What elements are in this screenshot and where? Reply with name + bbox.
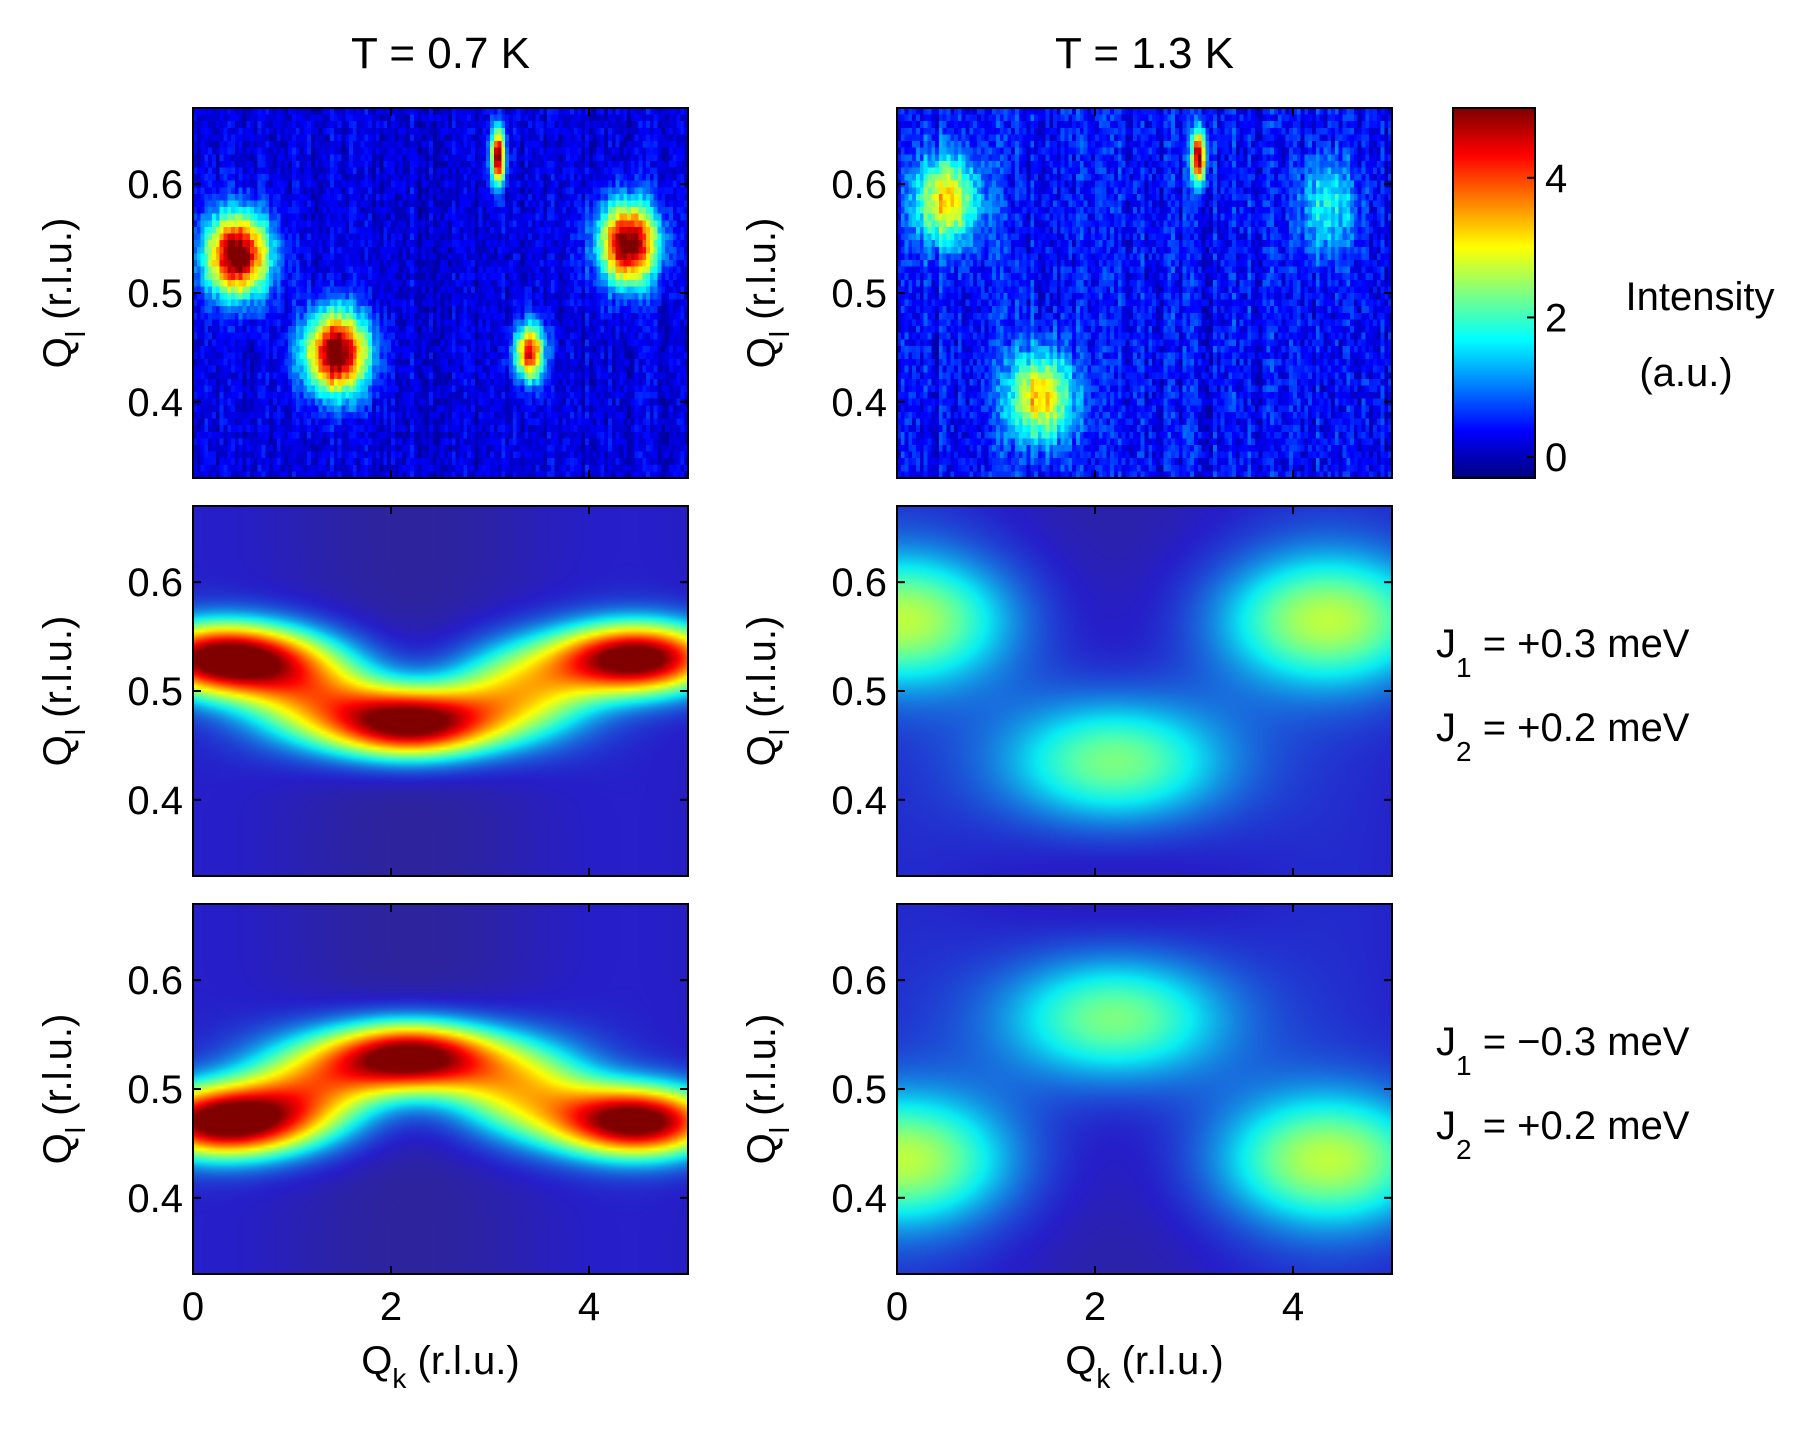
x-tick-label: 2	[380, 1285, 402, 1329]
heatmap-image	[193, 506, 688, 876]
y-tick-label: 0.5	[831, 272, 887, 316]
y-axis-label: Ql (r.l.u.)	[740, 218, 795, 369]
y-tick-label: 0.4	[127, 1177, 183, 1221]
svg-text:Ql (r.l.u.): Ql (r.l.u.)	[740, 1014, 795, 1165]
heatmap-image	[897, 506, 1392, 876]
y-tick-label: 0.4	[127, 779, 183, 823]
y-tick-label: 0.5	[127, 670, 183, 714]
colorbar-label-line1: Intensity	[1626, 275, 1775, 319]
panels: 0.4 0.5 0.6 Ql (r.l.u.) 0.4 0.5 0.6 Ql (r.l.u.)…	[36, 107, 1393, 1394]
colorbar-tick-label: 0	[1545, 436, 1567, 480]
y-tick-label: 0.6	[831, 959, 887, 1003]
y-axis-label-main: Q	[740, 1133, 784, 1164]
y-axis-label-unit: (r.l.u.)	[740, 218, 784, 331]
svg-text:Ql (r.l.u.): Ql (r.l.u.)	[36, 218, 91, 369]
x-tick-label: 2	[1084, 1285, 1106, 1329]
colorbar-frame	[1452, 107, 1536, 479]
heatmap-panel-r1-c1: 0.4 0.5 0.6 Ql (r.l.u.)	[740, 505, 1393, 877]
y-axis-label-main: Q	[740, 337, 784, 368]
y-axis-label-unit: (r.l.u.)	[36, 1014, 80, 1127]
heatmap-panel-r2-c1: 0.4 0.5 0.6 0 2 4 Ql (r.l.u.) Qk (r.l.u.)	[740, 903, 1393, 1394]
parameter-set-row-1: J1 = +0.3 meV J2 = +0.2 meV	[1436, 622, 1690, 767]
j2-label: J2 = +0.2 meV	[1436, 1104, 1690, 1165]
column-title-0: T = 0.7 K	[351, 29, 530, 78]
heatmap-image	[897, 904, 1392, 1274]
heatmap-image	[897, 108, 1392, 478]
y-tick-label: 0.6	[127, 959, 183, 1003]
y-axis-label-main: Q	[36, 1133, 80, 1164]
y-axis-label-main: Q	[36, 735, 80, 766]
y-tick-label: 0.6	[831, 561, 887, 605]
heatmap-image	[193, 108, 688, 478]
y-axis-label: Ql (r.l.u.)	[740, 1014, 795, 1165]
colorbar-gradient	[1453, 108, 1535, 478]
svg-text:Ql (r.l.u.): Ql (r.l.u.)	[740, 218, 795, 369]
y-axis-label-sub: l	[764, 331, 795, 337]
j1-label: J1 = +0.3 meV	[1436, 622, 1690, 683]
heatmap-image	[193, 904, 688, 1274]
y-tick-label: 0.5	[127, 1068, 183, 1112]
x-tick-label: 4	[578, 1285, 600, 1329]
y-axis-label-sub: l	[60, 331, 91, 337]
x-tick-label: 4	[1282, 1285, 1304, 1329]
y-axis-label-main: Q	[740, 735, 784, 766]
y-tick-label: 0.6	[831, 163, 887, 207]
x-axis-label: Qk (r.l.u.)	[1065, 1339, 1223, 1394]
j2-label: J2 = +0.2 meV	[1436, 706, 1690, 767]
y-axis-label: Ql (r.l.u.)	[36, 218, 91, 369]
y-axis-label: Ql (r.l.u.)	[36, 1014, 91, 1165]
colorbar-tick-label: 2	[1545, 296, 1567, 340]
y-axis-label-unit: (r.l.u.)	[36, 616, 80, 729]
y-tick-label: 0.4	[831, 779, 887, 823]
column-titles: T = 0.7 K T = 1.3 K	[351, 29, 1234, 78]
y-tick-label: 0.6	[127, 163, 183, 207]
x-tick-label: 0	[182, 1285, 204, 1329]
y-tick-label: 0.5	[127, 272, 183, 316]
y-tick-label: 0.5	[831, 1068, 887, 1112]
x-axis-label: Qk (r.l.u.)	[361, 1339, 519, 1394]
y-axis-label: Ql (r.l.u.)	[36, 616, 91, 767]
heatmap-panel-r0-c1: 0.4 0.5 0.6 Ql (r.l.u.)	[740, 107, 1393, 479]
svg-text:Ql (r.l.u.): Ql (r.l.u.)	[740, 616, 795, 767]
heatmap-panel-r0-c0: 0.4 0.5 0.6 Ql (r.l.u.)	[36, 107, 689, 479]
column-title-1: T = 1.3 K	[1055, 29, 1234, 78]
parameter-set-row-2: J1 = −0.3 meV J2 = +0.2 meV	[1436, 1020, 1690, 1165]
y-tick-label: 0.5	[831, 670, 887, 714]
y-tick-label: 0.4	[127, 381, 183, 425]
y-axis-label-unit: (r.l.u.)	[740, 1014, 784, 1127]
y-tick-label: 0.4	[831, 381, 887, 425]
y-axis-label-unit: (r.l.u.)	[740, 616, 784, 729]
y-axis-label-sub: l	[764, 729, 795, 735]
colorbar-label-line2: (a.u.)	[1639, 351, 1732, 395]
y-axis-label-sub: l	[60, 729, 91, 735]
y-tick-label: 0.6	[127, 561, 183, 605]
y-axis-label-main: Q	[36, 337, 80, 368]
colorbar: 0 2 4 Intensity (a.u.)	[1452, 107, 1775, 480]
heatmap-panel-r2-c0: 0.4 0.5 0.6 0 2 4 Ql (r.l.u.) Qk (r.l.u.)	[36, 903, 689, 1394]
colorbar-tick-label: 4	[1545, 157, 1567, 201]
y-tick-label: 0.4	[831, 1177, 887, 1221]
svg-text:Ql (r.l.u.): Ql (r.l.u.)	[36, 1014, 91, 1165]
j1-label: J1 = −0.3 meV	[1436, 1020, 1690, 1081]
x-tick-label: 0	[886, 1285, 908, 1329]
y-axis-label: Ql (r.l.u.)	[740, 616, 795, 767]
y-axis-label-unit: (r.l.u.)	[36, 218, 80, 331]
y-axis-label-sub: l	[764, 1127, 795, 1133]
svg-text:Ql (r.l.u.): Ql (r.l.u.)	[36, 616, 91, 767]
y-axis-label-sub: l	[60, 1127, 91, 1133]
heatmap-panel-r1-c0: 0.4 0.5 0.6 Ql (r.l.u.)	[36, 505, 689, 877]
